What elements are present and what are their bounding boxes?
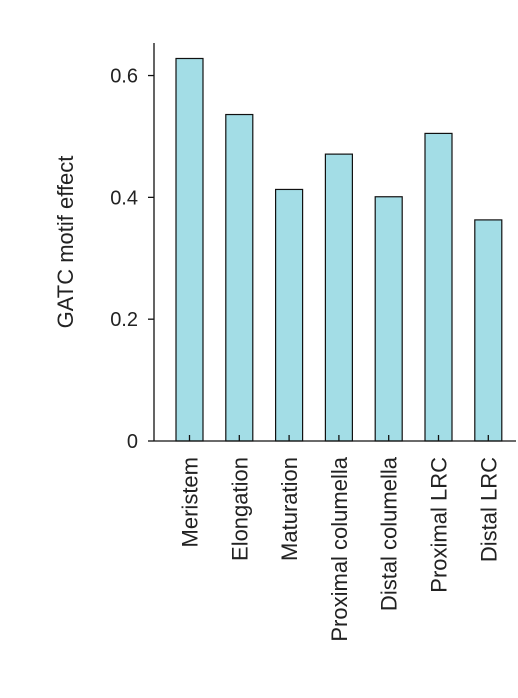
bars [175,57,503,442]
y-tick-label: 0.6 [110,66,138,88]
bar [324,153,353,442]
bar [275,188,304,442]
x-tick-label: Elongation [227,457,252,561]
x-tick-label: Meristem [178,457,203,547]
y-axis: 0 0.2 0.4 0.6 [110,43,155,453]
x-tick-label: Proximal columella [327,456,352,641]
bar [424,132,453,442]
y-tick-label: 0.4 [110,187,138,209]
x-tick-label: Distal columella [377,456,402,611]
x-axis: Meristem Elongation Maturation Proximal col… [154,435,516,642]
x-tick-label: Maturation [277,457,302,561]
bar [474,219,503,442]
x-tick-label: Distal LRC [476,457,501,562]
y-tick-label: 0 [127,431,138,453]
bar [225,113,254,442]
bar [374,196,403,442]
y-axis-title: GATC motif effect [53,156,78,329]
bar [175,57,204,442]
x-tick-label: Proximal LRC [427,457,452,593]
y-tick-label: 0.2 [110,309,138,331]
